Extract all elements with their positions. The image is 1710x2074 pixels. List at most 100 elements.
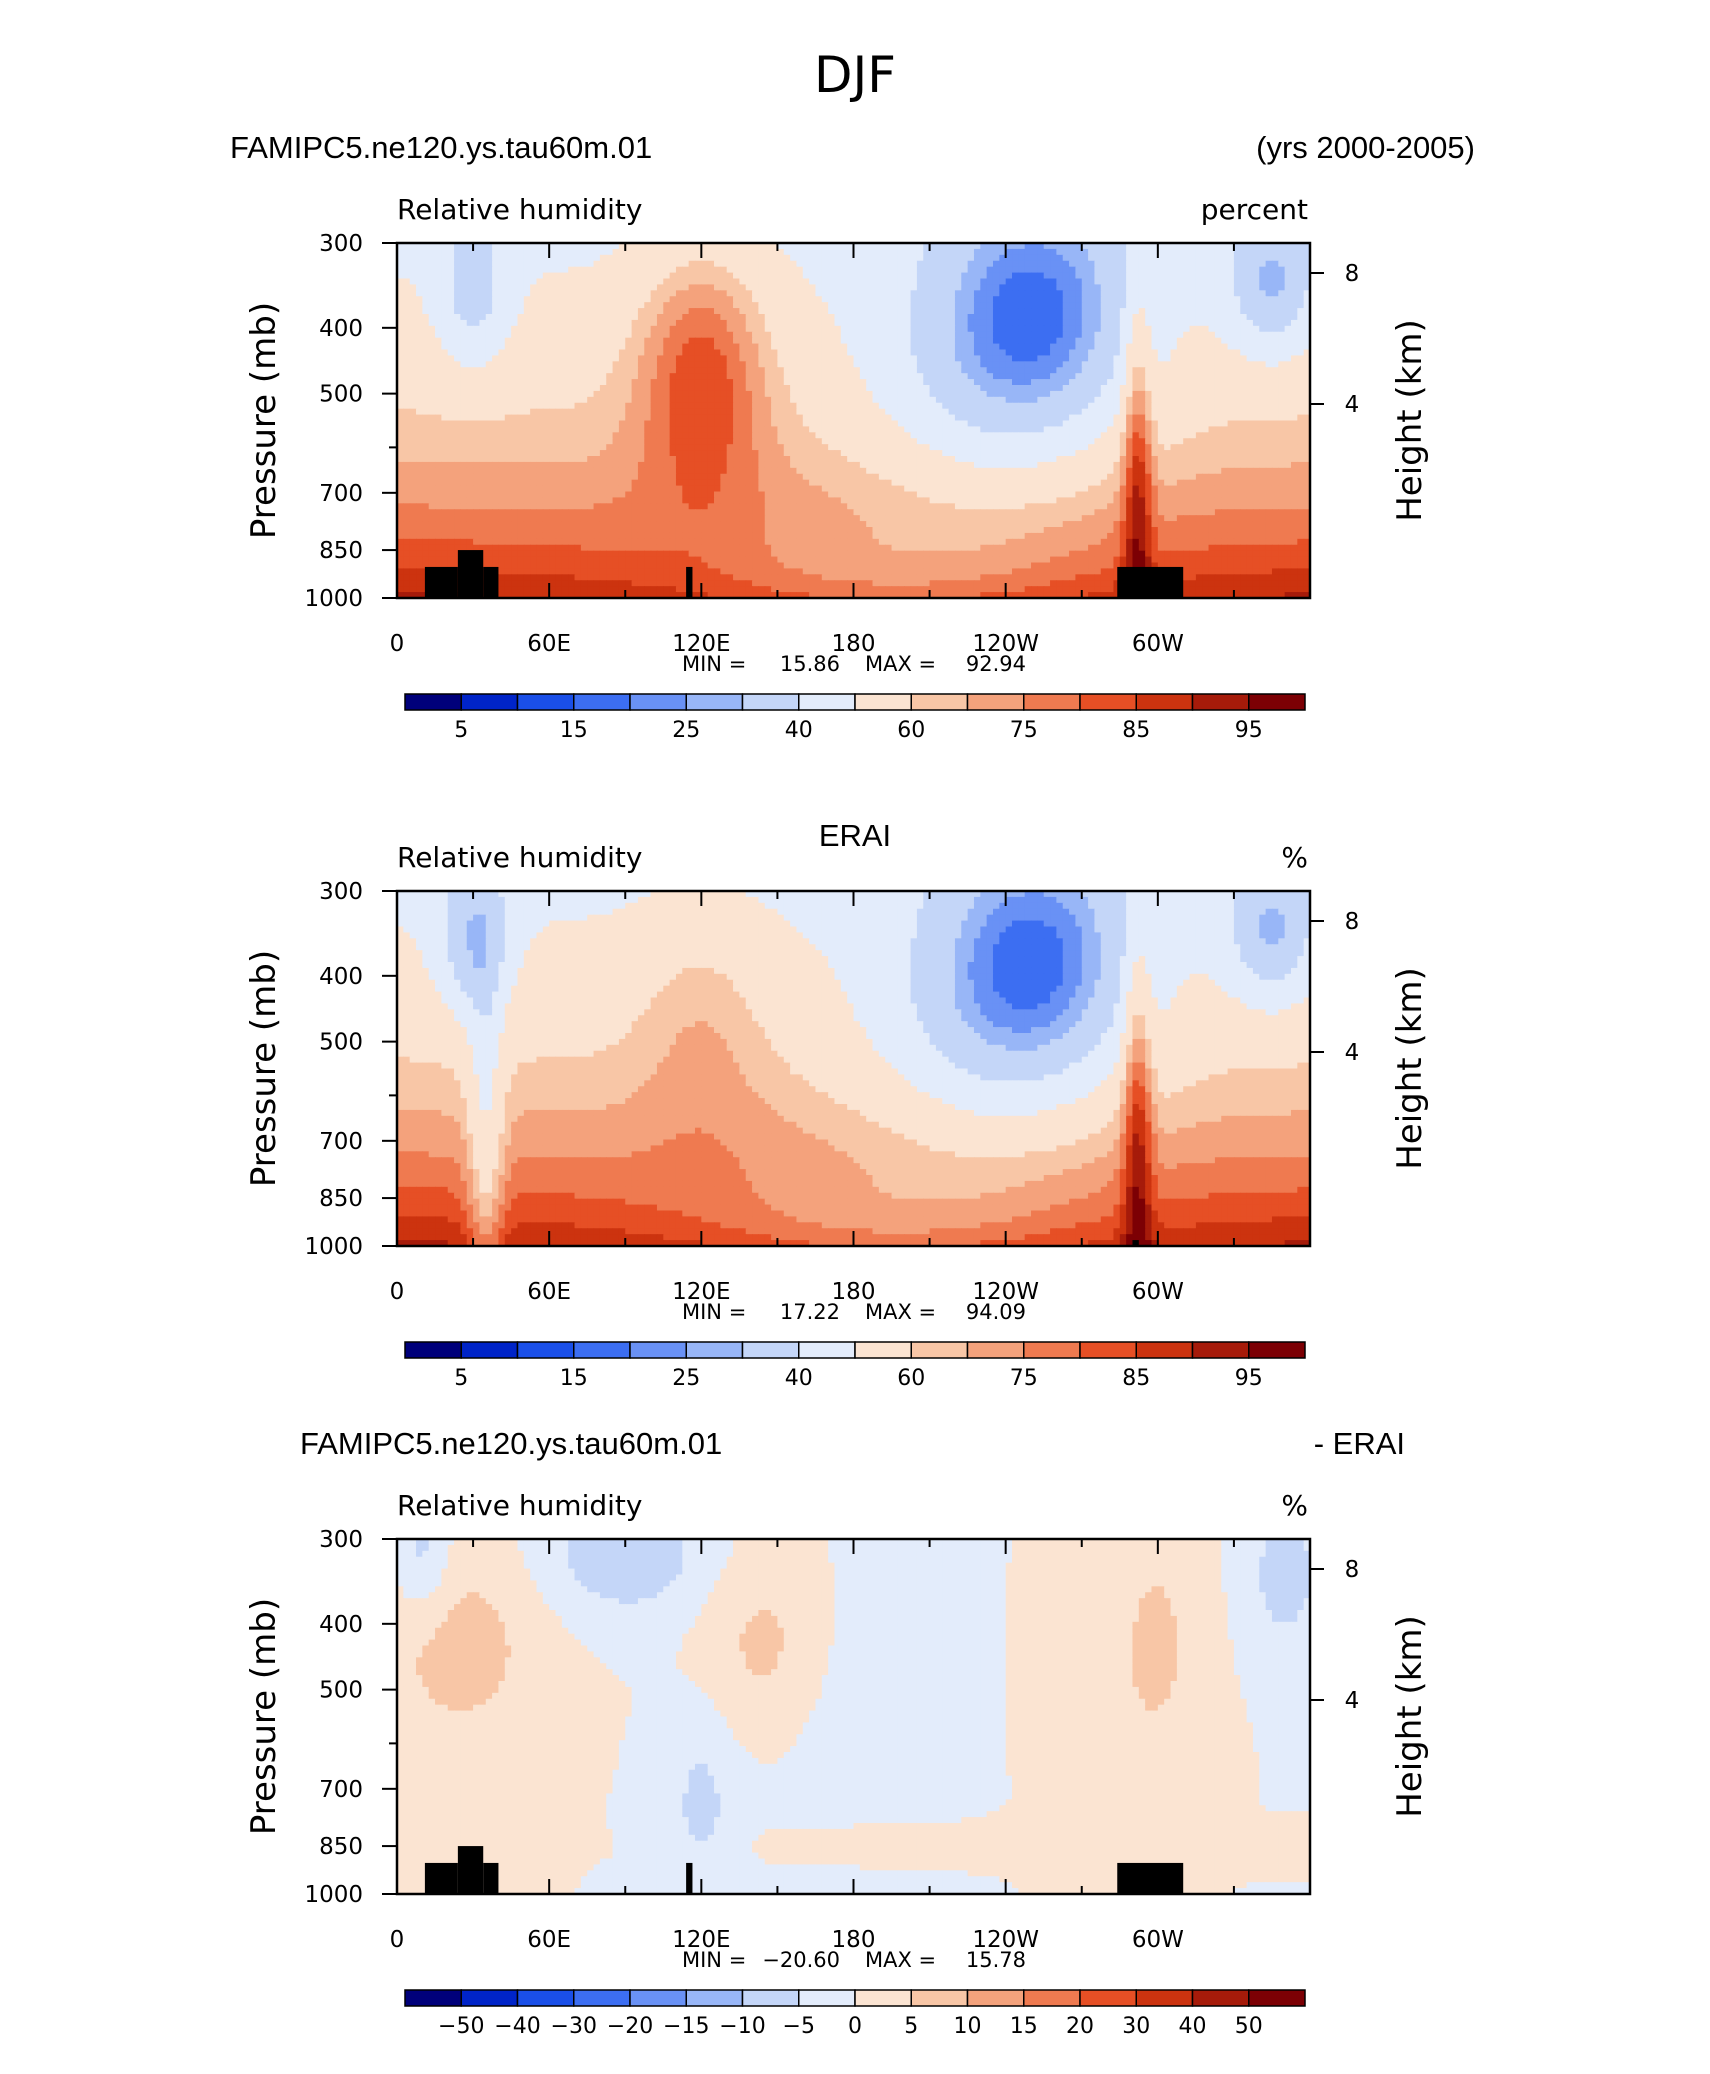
contour-cell: [1088, 290, 1096, 297]
contour-cell: [682, 331, 690, 339]
contour-cell: [834, 319, 842, 327]
contour-cell: [1233, 266, 1241, 274]
contour-cell: [745, 314, 753, 321]
contour-cell: [790, 438, 798, 445]
contour-cell: [796, 367, 804, 374]
contour-cell: [593, 408, 601, 416]
contour-cell: [498, 248, 506, 256]
contour-cell: [606, 414, 614, 422]
contour-cell: [587, 248, 595, 256]
contour-cell: [720, 426, 728, 433]
contour-cell: [694, 390, 702, 398]
contour-cell: [1056, 272, 1064, 280]
contour-cell: [1107, 361, 1115, 368]
contour-cell: [878, 373, 886, 380]
contour-cell: [1221, 260, 1229, 268]
contour-cell: [441, 290, 449, 297]
contour-cell: [530, 266, 538, 274]
contour-cell: [701, 325, 709, 333]
contour-cell: [1265, 390, 1273, 398]
contour-cell: [1214, 432, 1222, 439]
contour-cell: [1195, 254, 1203, 262]
contour-cell: [714, 385, 721, 392]
contour-cell: [1202, 432, 1210, 439]
contour-cell: [631, 266, 639, 274]
contour-cell: [561, 414, 569, 422]
contour-cell: [574, 361, 582, 368]
contour-cell: [441, 420, 449, 428]
contour-cell: [1018, 361, 1026, 368]
contour-cell: [948, 444, 956, 451]
contour-cell: [1012, 296, 1019, 303]
contour-cell: [1303, 331, 1310, 339]
contour-cell: [809, 408, 817, 416]
contour-cell: [466, 414, 474, 422]
contour-cell: [682, 402, 690, 410]
contour-cell: [656, 278, 664, 286]
contour-cell: [568, 308, 576, 315]
contour-cell: [694, 426, 702, 433]
contour-cell: [948, 355, 956, 362]
contour-cell: [764, 426, 772, 433]
contour-cell: [447, 408, 455, 416]
contour-cell: [923, 302, 931, 309]
contour-cell: [593, 444, 601, 451]
contour-cell: [694, 337, 702, 345]
contour-cell: [523, 314, 531, 321]
contour-cell: [910, 414, 918, 422]
contour-cell: [726, 438, 734, 445]
contour-cell: [466, 355, 474, 362]
contour-cell: [745, 337, 753, 345]
contour-cell: [416, 396, 423, 404]
contour-cell: [1031, 302, 1038, 309]
contour-cell: [948, 402, 956, 410]
contour-cell: [1284, 284, 1292, 291]
contour-cell: [897, 337, 905, 345]
contour-cell: [1297, 426, 1305, 433]
contour-cell: [409, 367, 417, 374]
contour-cell: [954, 266, 962, 274]
contour-cell: [878, 266, 886, 274]
contour-cell: [796, 248, 804, 256]
contour-cell: [479, 367, 487, 374]
contour-cell: [574, 385, 582, 392]
contour-cell: [409, 314, 417, 321]
contour-cell: [745, 438, 753, 445]
contour-cell: [726, 254, 734, 262]
contour-cell: [587, 343, 595, 351]
contour-cell: [764, 402, 772, 410]
contour-cell: [954, 302, 962, 309]
contour-cell: [574, 260, 582, 268]
contour-cell: [1075, 308, 1083, 315]
contour-cell: [1094, 266, 1102, 274]
contour-cell: [916, 278, 924, 286]
contour-cell: [580, 426, 588, 433]
contour-cell: [631, 414, 639, 422]
contour-cell: [948, 396, 956, 404]
contour-cell: [1145, 337, 1153, 345]
contour-cell: [1246, 266, 1254, 274]
contour-cell: [1056, 385, 1064, 392]
contour-cell: [1012, 373, 1019, 380]
contour-cell: [885, 343, 893, 351]
contour-cell: [555, 379, 563, 386]
contour-cell: [460, 361, 468, 368]
contour-cell: [1214, 290, 1222, 297]
contour-cell: [783, 284, 791, 291]
contour-cell: [948, 319, 956, 327]
contour-cell: [834, 444, 842, 451]
contour-cell: [460, 408, 468, 416]
contour-cell: [904, 432, 912, 439]
contour-cell: [733, 308, 740, 315]
contour-cell: [682, 266, 690, 274]
contour-cell: [511, 390, 519, 398]
contour-cell: [549, 254, 557, 262]
contour-cell: [1246, 296, 1254, 303]
contour-cell: [428, 444, 436, 451]
contour-cell: [1107, 396, 1115, 404]
contour-cell: [1195, 243, 1203, 250]
contour-cell: [1227, 343, 1235, 351]
contour-cell: [1265, 325, 1273, 333]
contour-cell: [1202, 349, 1210, 357]
contour-cell: [866, 426, 874, 433]
